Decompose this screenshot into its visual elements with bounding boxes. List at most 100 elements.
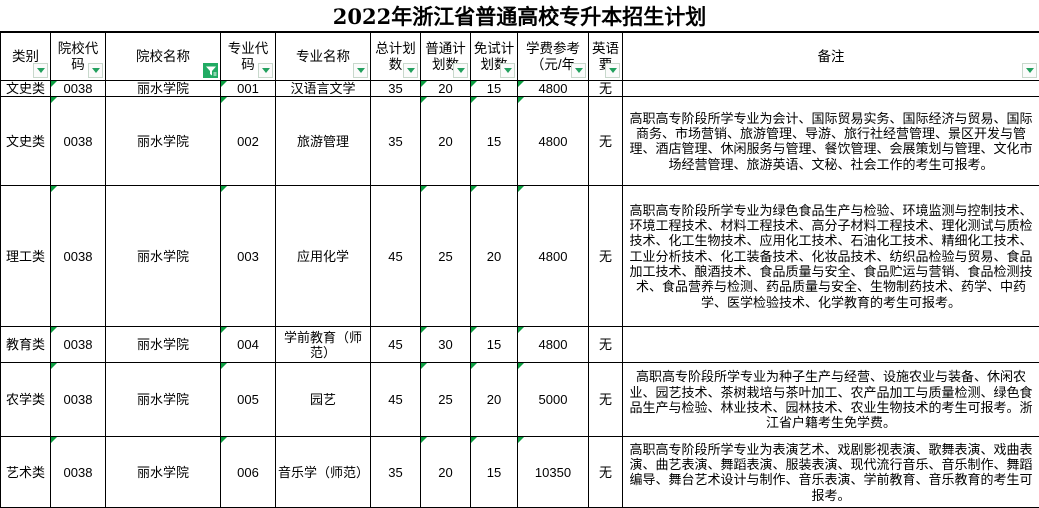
cell-english[interactable]: 无 [589,437,623,508]
cell-tuition[interactable]: 4800 [518,327,589,363]
cell-major-name[interactable]: 旅游管理 [276,97,371,186]
table-row[interactable]: 艺术类 0038 丽水学院 006 音乐学（师范） 35 20 15 10350… [1,437,1039,508]
cell-school-code[interactable]: 0038 [51,327,106,363]
cell-category[interactable]: 文史类 [1,97,51,186]
cell-remark[interactable]: 高职高专阶段所学专业为种子生产与经营、设施农业与装备、休闲农业、园艺技术、茶树栽… [623,363,1039,437]
cell-major-code[interactable]: 002 [221,97,276,186]
cell-total-plan[interactable]: 35 [371,97,421,186]
column-header-major-code[interactable]: 专业代码 [221,33,276,81]
cell-category[interactable]: 教育类 [1,327,51,363]
cell-normal-plan-text: 20 [438,134,452,149]
filter-dropdown-major-name[interactable] [353,63,368,78]
cell-normal-plan[interactable]: 25 [421,363,471,437]
cell-exempt-plan[interactable]: 20 [471,363,518,437]
filter-active-school-name[interactable] [203,63,218,78]
cell-major-code[interactable]: 001 [221,81,276,97]
cell-normal-plan[interactable]: 30 [421,327,471,363]
cell-english[interactable]: 无 [589,97,623,186]
cell-major-name[interactable]: 汉语言文学 [276,81,371,97]
cell-exempt-plan[interactable]: 15 [471,327,518,363]
cell-exempt-plan[interactable]: 15 [471,81,518,97]
cell-remark[interactable]: 高职高专阶段所学专业为绿色食品生产与检验、环境监测与控制技术、环境工程技术、材料… [623,186,1039,327]
cell-normal-plan-text: 25 [438,392,452,407]
cell-total-plan[interactable]: 45 [371,327,421,363]
cell-major-name[interactable]: 应用化学 [276,186,371,327]
cell-remark[interactable] [623,81,1039,97]
cell-school-name[interactable]: 丽水学院 [106,437,221,508]
cell-normal-plan[interactable]: 25 [421,186,471,327]
cell-normal-plan[interactable]: 20 [421,81,471,97]
column-header-normal-plan[interactable]: 普通计划数 [421,33,471,81]
cell-school-code[interactable]: 0038 [51,363,106,437]
cell-normal-plan[interactable]: 20 [421,97,471,186]
cell-school-name[interactable]: 丽水学院 [106,186,221,327]
filter-dropdown-major-code[interactable] [258,63,273,78]
cell-tuition[interactable]: 5000 [518,363,589,437]
table-row[interactable]: 文史类 0038 丽水学院 001 汉语言文学 35 20 15 4800 无 [1,81,1039,97]
table-row[interactable]: 教育类 0038 丽水学院 004 学前教育（师范） 45 30 15 4800… [1,327,1039,363]
cell-english[interactable]: 无 [589,186,623,327]
cell-major-name[interactable]: 音乐学（师范） [276,437,371,508]
cell-school-name[interactable]: 丽水学院 [106,327,221,363]
cell-tuition[interactable]: 4800 [518,81,589,97]
cell-major-code[interactable]: 005 [221,363,276,437]
cell-remark[interactable] [623,327,1039,363]
cell-english[interactable]: 无 [589,81,623,97]
cell-school-code[interactable]: 0038 [51,81,106,97]
column-header-remark[interactable]: 备注 [623,33,1039,81]
cell-category[interactable]: 艺术类 [1,437,51,508]
filter-dropdown-total-plan[interactable] [403,63,418,78]
filter-dropdown-english[interactable] [605,63,620,78]
cell-exempt-plan[interactable]: 15 [471,97,518,186]
cell-exempt-plan[interactable]: 15 [471,437,518,508]
cell-total-plan[interactable]: 35 [371,81,421,97]
column-header-category[interactable]: 类别 [1,33,51,81]
cell-school-name[interactable]: 丽水学院 [106,81,221,97]
table-row[interactable]: 理工类 0038 丽水学院 003 应用化学 45 25 20 4800 无 高… [1,186,1039,327]
cell-school-name[interactable]: 丽水学院 [106,363,221,437]
filter-dropdown-normal-plan[interactable] [453,63,468,78]
cell-school-code[interactable]: 0038 [51,97,106,186]
cell-exempt-plan[interactable]: 20 [471,186,518,327]
cell-category[interactable]: 文史类 [1,81,51,97]
cell-category[interactable]: 理工类 [1,186,51,327]
column-header-school-name[interactable]: 院校名称 [106,33,221,81]
cell-major-code[interactable]: 003 [221,186,276,327]
cell-english[interactable]: 无 [589,363,623,437]
cell-tuition[interactable]: 10350 [518,437,589,508]
table-row[interactable]: 文史类 0038 丽水学院 002 旅游管理 35 20 15 4800 无 高… [1,97,1039,186]
cell-remark[interactable]: 高职高专阶段所学专业为表演艺术、戏剧影视表演、歌舞表演、戏曲表演、曲艺表演、舞蹈… [623,437,1039,508]
cell-remark[interactable]: 高职高专阶段所学专业为会计、国际贸易实务、国际经济与贸易、国际商务、市场营销、旅… [623,97,1039,186]
cell-total-plan[interactable]: 45 [371,186,421,327]
cell-school-code[interactable]: 0038 [51,437,106,508]
cell-category[interactable]: 农学类 [1,363,51,437]
table-row[interactable]: 农学类 0038 丽水学院 005 园艺 45 25 20 5000 无 高职高… [1,363,1039,437]
column-header-major-name[interactable]: 专业名称 [276,33,371,81]
column-header-school-code[interactable]: 院校代码 [51,33,106,81]
cell-major-name[interactable]: 学前教育（师范） [276,327,371,363]
column-header-total-plan[interactable]: 总计划数 [371,33,421,81]
cell-exempt-plan-text: 15 [487,134,501,149]
cell-school-name[interactable]: 丽水学院 [106,97,221,186]
cell-total-plan[interactable]: 45 [371,363,421,437]
cell-normal-plan[interactable]: 20 [421,437,471,508]
cell-major-code[interactable]: 004 [221,327,276,363]
column-header-tuition[interactable]: 学费参考（元/年 [518,33,589,81]
cell-major-name[interactable]: 园艺 [276,363,371,437]
cell-english[interactable]: 无 [589,327,623,363]
filter-dropdown-school-code[interactable] [88,63,103,78]
column-header-exempt-plan[interactable]: 免试计划数 [471,33,518,81]
cell-major-code[interactable]: 006 [221,437,276,508]
cell-tuition-text: 4800 [539,134,568,149]
chevron-down-icon [1026,68,1034,73]
cell-school-code[interactable]: 0038 [51,186,106,327]
cell-total-plan[interactable]: 35 [371,437,421,508]
filter-dropdown-remark[interactable] [1022,63,1037,78]
filter-dropdown-category[interactable] [33,63,48,78]
filter-dropdown-tuition[interactable] [571,63,586,78]
column-header-english[interactable]: 英语要 [589,33,623,81]
cell-exempt-plan-text: 15 [487,337,501,352]
filter-dropdown-exempt-plan[interactable] [500,63,515,78]
cell-tuition[interactable]: 4800 [518,97,589,186]
cell-tuition[interactable]: 4800 [518,186,589,327]
